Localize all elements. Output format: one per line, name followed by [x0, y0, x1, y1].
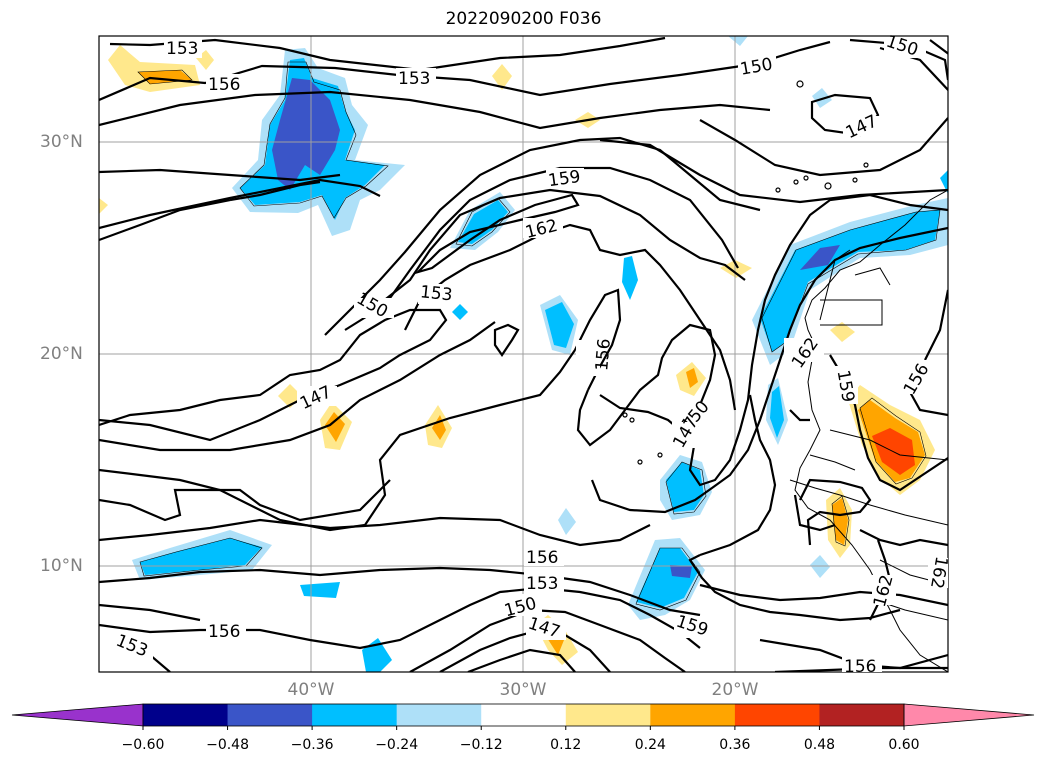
colorbar-tick-label: −0.48	[206, 737, 249, 753]
positive-anomaly-region	[686, 368, 698, 388]
colorbar-tick-label: −0.60	[121, 737, 165, 753]
colorbar-frame	[142, 703, 905, 727]
contour-label: 159	[547, 167, 582, 191]
positive-anomaly-region	[832, 498, 848, 545]
colorbar-swatch	[819, 704, 905, 726]
colorbar-tick-label: −0.36	[290, 737, 334, 753]
negative-anomaly-region	[300, 582, 340, 598]
colorbar-swatch	[143, 704, 229, 726]
contour-label: 156	[592, 338, 615, 372]
shading-outlines	[137, 61, 941, 611]
negative-anomaly-region	[760, 210, 940, 352]
lon-label: 30°W	[499, 680, 547, 700]
contour-label: 156	[526, 548, 558, 568]
map-title: 2022090200 F036	[445, 9, 602, 29]
colorbar-tick-label: −0.24	[375, 737, 419, 753]
positive-anomaly-region	[720, 260, 752, 278]
negative-anomaly-region	[770, 386, 784, 438]
positive-anomaly-region	[325, 412, 345, 442]
colorbar-extend-max	[903, 703, 1035, 727]
graticule	[99, 36, 948, 672]
colorbar-swatch	[734, 704, 820, 726]
lat-label: 20°N	[40, 344, 83, 364]
negative-anomaly-region	[452, 304, 468, 320]
colorbar-swatch	[396, 704, 482, 726]
contour-label: 153	[398, 69, 430, 89]
negative-anomaly-region	[800, 245, 840, 270]
lat-label: 30°N	[40, 132, 83, 152]
contour-label: 153	[419, 282, 453, 305]
colorbar	[11, 703, 1035, 730]
colorbar-tick-label: −0.12	[459, 737, 503, 753]
colorbar-swatch	[650, 704, 736, 726]
coastline	[789, 189, 948, 672]
colorbar-tick-label: 0.36	[719, 737, 751, 753]
negative-anomaly-region	[940, 170, 948, 194]
colorbar-tick-label: 0.24	[634, 737, 666, 753]
colorbar-swatch	[565, 704, 651, 726]
negative-anomaly-region	[728, 36, 748, 46]
lat-label: 10°N	[40, 556, 83, 576]
lon-label: 20°W	[711, 680, 759, 700]
positive-anomaly-region	[492, 64, 512, 90]
contour-label: 156	[208, 75, 240, 95]
colorbar-tick-label: 0.12	[550, 737, 582, 753]
colorbar-tick-label: 0.60	[888, 737, 920, 753]
colorbar-swatch	[312, 704, 398, 726]
plot-frame	[98, 35, 949, 673]
colorbar-extend-min	[11, 703, 144, 727]
islands	[622, 80, 869, 465]
negative-anomaly-region	[545, 302, 574, 348]
positive-anomaly-region	[99, 198, 108, 214]
contour-label: 156	[844, 657, 876, 677]
positive-anomaly-region	[830, 322, 855, 342]
contour-label: 156	[208, 622, 240, 642]
negative-anomaly-region	[622, 256, 638, 300]
contour-label: 153	[166, 39, 198, 59]
contour-label: 153	[526, 574, 558, 594]
negative-anomaly-region	[636, 548, 698, 608]
negative-anomaly-region	[558, 508, 576, 535]
colorbar-swatch	[481, 704, 567, 726]
colorbar-swatch	[227, 704, 313, 726]
lon-label: 40°W	[287, 680, 335, 700]
negative-anomaly-region	[670, 565, 692, 578]
negative-anomaly-region	[272, 78, 340, 190]
colorbar-tick-label: 0.48	[803, 737, 836, 753]
